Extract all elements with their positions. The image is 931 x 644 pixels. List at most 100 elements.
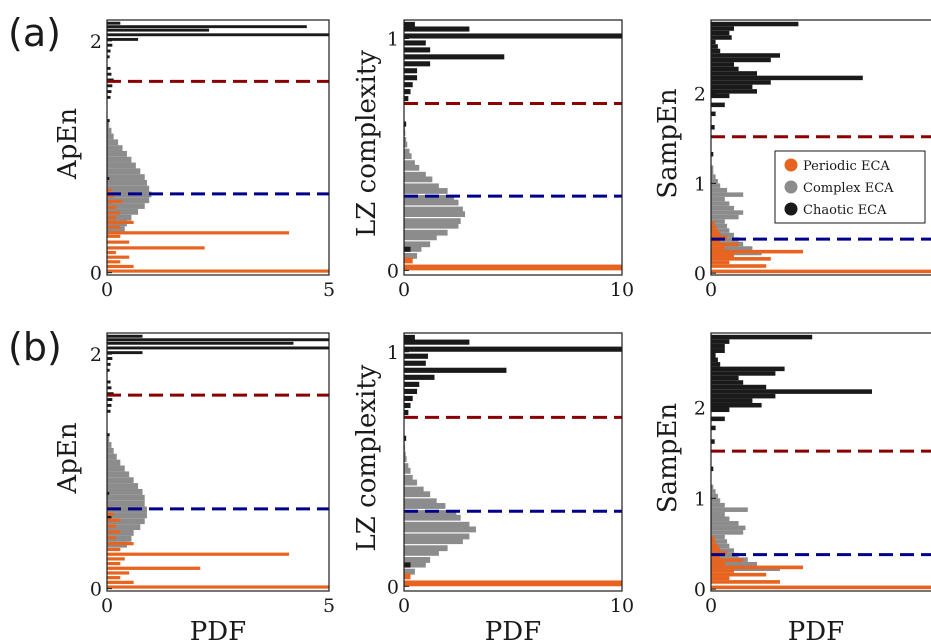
legend-marker-chaotic <box>784 202 798 216</box>
bar-complex <box>711 511 725 517</box>
bar-chaotic <box>107 357 113 360</box>
bar-chaotic <box>404 89 411 95</box>
bar-periodic <box>711 269 931 274</box>
legend-entry-chaotic: Chaotic ECA <box>803 203 887 218</box>
bar-complex <box>404 241 431 248</box>
y-tick-label: 0 <box>90 263 102 285</box>
bar-chaotic <box>404 562 411 568</box>
bar-periodic <box>404 264 622 271</box>
bar-complex <box>404 252 418 259</box>
bar-periodic <box>107 536 116 540</box>
x-tick-label: 0 <box>398 595 410 617</box>
bar-periodic <box>107 246 205 250</box>
bar-periodic <box>711 239 721 243</box>
bar-complex <box>711 169 714 175</box>
bar-complex <box>404 246 422 252</box>
x-tick-label: 10 <box>610 279 634 301</box>
bar-chaotic <box>404 388 418 394</box>
bar-complex <box>711 489 716 494</box>
bar-chaotic <box>107 403 112 407</box>
bar-periodic <box>711 536 715 541</box>
series-complex <box>107 122 152 233</box>
bar-chaotic <box>107 338 329 342</box>
bar-chaotic <box>711 357 718 363</box>
x-tick-label: 0 <box>101 595 113 617</box>
bar-chaotic <box>711 80 771 85</box>
x-tick-label: 10 <box>610 595 634 617</box>
bar-periodic <box>711 580 780 584</box>
x-tick-label: 5 <box>323 595 335 617</box>
series-periodic <box>107 506 329 589</box>
series-chaotic <box>107 21 329 204</box>
bar-chaotic <box>404 68 418 74</box>
bar-complex <box>404 545 448 552</box>
y-axis-label: LZ complexity <box>352 50 382 237</box>
bar-periodic <box>107 250 116 255</box>
bar-chaotic <box>404 246 411 252</box>
bar-complex <box>404 521 470 528</box>
bar-chaotic <box>711 21 799 27</box>
y-tick-label: 0 <box>387 260 399 282</box>
bar-chaotic <box>404 367 507 373</box>
series-complex <box>404 439 476 575</box>
axes-frame <box>710 19 931 276</box>
bar-chaotic <box>404 435 407 441</box>
bar-chaotic <box>107 386 112 390</box>
y-tick-label: 0 <box>694 263 706 285</box>
bar-chaotic <box>107 90 112 94</box>
plot-area <box>404 21 622 271</box>
y-tick-label: 2 <box>694 84 706 106</box>
bar-periodic <box>711 253 734 258</box>
bar-periodic <box>107 260 121 264</box>
bar-periodic <box>107 269 329 273</box>
bar-complex <box>107 122 110 128</box>
bar-complex <box>107 488 143 495</box>
bar-complex <box>711 192 744 197</box>
bar-chaotic <box>711 111 716 117</box>
bar-complex <box>107 156 132 163</box>
bar-periodic <box>711 249 803 254</box>
bar-complex <box>107 208 139 215</box>
chart-panel-b-1: 0 2 0 5 ApEn PDF <box>53 332 335 644</box>
bar-complex <box>711 205 734 211</box>
bar-complex <box>404 229 448 236</box>
bar-periodic <box>711 224 716 229</box>
bar-chaotic <box>711 439 715 444</box>
bar-complex <box>711 502 725 508</box>
y-tick-label: 0 <box>90 579 102 601</box>
plot-area <box>107 334 329 589</box>
bar-chaotic <box>107 55 110 59</box>
bar-complex <box>107 494 145 501</box>
bar-chaotic <box>711 398 753 403</box>
bar-complex <box>107 447 114 454</box>
bar-chaotic <box>711 30 730 36</box>
bar-chaotic <box>404 334 415 341</box>
bar-complex <box>404 130 406 136</box>
bar-chaotic <box>107 409 111 413</box>
bar-chaotic <box>107 43 113 47</box>
bar-chaotic <box>404 47 431 53</box>
x-tick-label: 5 <box>323 279 335 301</box>
bar-periodic <box>107 524 116 528</box>
bar-complex <box>107 139 119 146</box>
bar-periodic <box>107 530 121 534</box>
bar-complex <box>107 524 141 531</box>
bar-chaotic <box>107 66 111 70</box>
bar-periodic <box>107 264 134 269</box>
bar-chaotic <box>107 33 329 37</box>
bar-chaotic <box>711 66 739 72</box>
y-tick-label: 1 <box>387 342 399 364</box>
plot-area <box>711 21 931 274</box>
bar-complex <box>404 188 448 194</box>
bar-periodic <box>711 242 739 247</box>
series-chaotic <box>711 334 872 472</box>
bar-periodic <box>107 188 112 192</box>
bar-chaotic <box>711 39 716 45</box>
bar-complex <box>404 164 420 171</box>
bar-complex <box>404 206 463 213</box>
bar-complex <box>404 568 415 575</box>
bar-chaotic <box>107 95 111 99</box>
bar-complex <box>404 561 426 568</box>
bar-periodic <box>107 512 114 516</box>
